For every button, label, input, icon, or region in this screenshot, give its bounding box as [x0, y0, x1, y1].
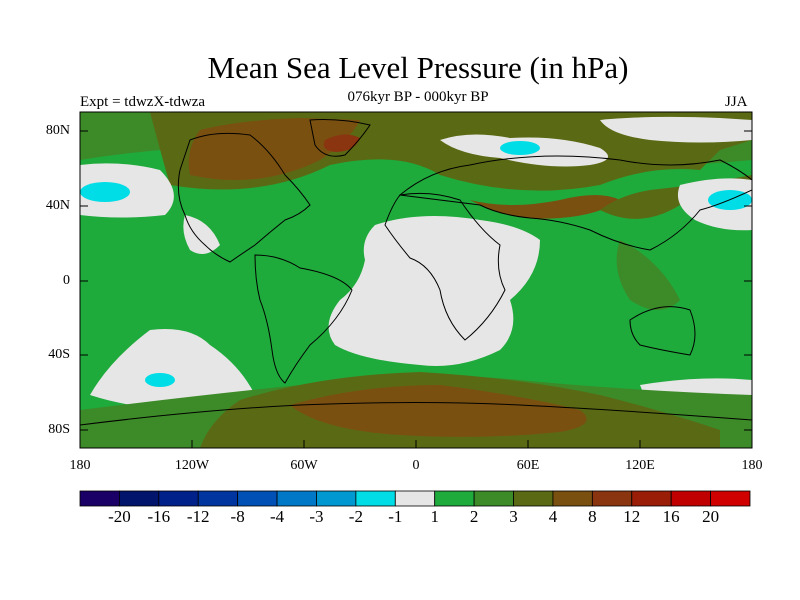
colorbar-tick-label: 8	[588, 507, 597, 526]
colorbar-tick-label: -16	[147, 507, 171, 526]
coast-antarctica	[80, 402, 752, 426]
x-tick-label: 180	[741, 458, 763, 473]
x-tick-label: 60E	[516, 458, 540, 473]
colorbar-tick-label: 20	[702, 507, 720, 526]
axis-ticks	[80, 130, 752, 448]
colorbar-swatch	[119, 490, 160, 507]
colorbar-swatch	[158, 490, 199, 507]
colorbar	[79, 490, 751, 507]
coast-north-america	[177, 132, 311, 263]
region-greenland-redbrown	[323, 134, 360, 152]
x-tick-label: 0	[412, 458, 420, 473]
region-central-america-light	[183, 215, 220, 254]
colorbar-swatch	[79, 490, 120, 507]
map-subtitle: 076kyr BP - 000kyr BP	[347, 89, 489, 105]
colorbar-swatch	[710, 490, 751, 507]
colorbar-tick-label: -2	[348, 507, 363, 526]
colorbar-swatch	[237, 490, 278, 507]
colorbar-tick-label: 12	[623, 507, 641, 526]
colorbar-swatch	[355, 490, 396, 507]
colorbar-swatch	[394, 490, 436, 507]
colorbar-tick-label: -8	[230, 507, 245, 526]
y-tick-label: 80S	[48, 422, 70, 437]
coast-south-america	[254, 254, 353, 384]
region-cyan-northpacific	[80, 182, 130, 202]
coast-australia	[629, 306, 696, 356]
colorbar-swatch	[276, 490, 317, 507]
colorbar-tick-label: 2	[469, 507, 479, 526]
region-cyan-southpacific	[145, 373, 175, 387]
coast-eurasia	[398, 155, 752, 251]
colorbar-tick-label: -4	[269, 507, 285, 526]
colorbar-tick-label: -20	[108, 507, 131, 526]
colorbar-swatch	[591, 490, 633, 507]
colorbar-swatch	[197, 490, 239, 507]
region-south-brown	[290, 385, 587, 437]
y-tick-label: 80N	[45, 123, 70, 138]
y-tick-label: 40S	[48, 347, 70, 362]
colorbar-tick-label: 16	[662, 507, 680, 526]
colorbar-swatch	[513, 490, 554, 507]
x-tick-label: 120E	[625, 458, 655, 473]
colorbar-tick-label: -3	[309, 507, 324, 526]
region-indonesia-darkgreen	[616, 240, 680, 310]
pressure-anomaly-field	[80, 112, 752, 448]
coast-greenland	[309, 119, 371, 157]
region-atlantic-africa-light	[328, 216, 540, 366]
colorbar-tick-label: 4	[548, 507, 558, 526]
y-tick-label: 0	[63, 273, 70, 288]
region-cyan-arctic	[500, 141, 540, 155]
colorbar-tick-label: 3	[509, 507, 518, 526]
colorbar-swatch	[434, 490, 475, 507]
map-title: Mean Sea Level Pressure (in hPa)	[207, 50, 629, 85]
region-north-pacific-light	[600, 116, 752, 143]
colorbar-swatch	[316, 490, 357, 507]
coast-africa	[384, 192, 506, 341]
y-tick-label: 40N	[45, 198, 70, 213]
x-tick-label: 60W	[290, 458, 318, 473]
colorbar-tick-label: -1	[388, 507, 403, 526]
region-south-pacific-light	[90, 329, 255, 410]
colorbar-swatch	[552, 490, 593, 507]
colorbar-swatch	[631, 490, 672, 507]
colorbar-swatch	[473, 490, 514, 507]
x-tick-label: 180	[69, 458, 91, 473]
colorbar-tick-label: 1	[430, 507, 439, 526]
colorbar-tick-label: -12	[186, 507, 210, 526]
season-label: JJA	[725, 94, 748, 110]
coastlines	[80, 119, 752, 426]
colorbar-swatch	[670, 490, 711, 507]
x-tick-label: 120W	[174, 458, 210, 473]
region-asia-brown	[470, 195, 620, 219]
experiment-label: Expt = tdwzX-tdwza	[80, 94, 206, 110]
